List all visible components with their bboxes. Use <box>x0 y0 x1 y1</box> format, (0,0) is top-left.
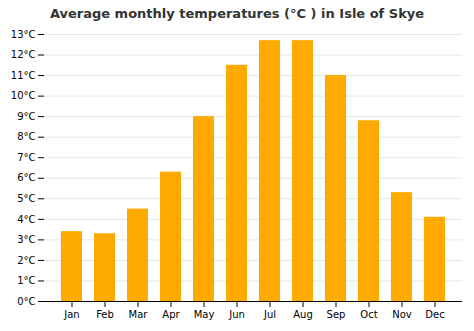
svg-text:6°C: 6°C <box>17 172 35 183</box>
svg-text:2°C: 2°C <box>17 255 35 266</box>
svg-text:Feb: Feb <box>96 309 114 320</box>
svg-text:12°C: 12°C <box>11 49 36 60</box>
svg-text:9°C: 9°C <box>17 111 35 122</box>
svg-text:Jan: Jan <box>63 309 79 320</box>
svg-text:4°C: 4°C <box>17 214 35 225</box>
svg-text:8°C: 8°C <box>17 131 35 142</box>
svg-text:May: May <box>194 309 215 320</box>
svg-text:Sep: Sep <box>327 309 346 320</box>
svg-text:5°C: 5°C <box>17 193 35 204</box>
svg-text:Mar: Mar <box>129 309 149 320</box>
html-text:Average monthly temperatures (: Average monthly temperatures (°C ) in Is… <box>49 6 425 21</box>
svg-text:7°C: 7°C <box>17 152 35 163</box>
svg-text:1°C: 1°C <box>17 275 35 286</box>
svg-text:Jul: Jul <box>263 309 276 320</box>
svg-text:3°C: 3°C <box>17 234 35 245</box>
svg-text:Jun: Jun <box>228 309 245 320</box>
svg-text:Nov: Nov <box>392 309 412 320</box>
svg-text:Oct: Oct <box>360 309 377 320</box>
svg-text:Apr: Apr <box>162 309 180 320</box>
svg-text:Aug: Aug <box>293 309 313 320</box>
svg-text:0°C: 0°C <box>17 296 35 307</box>
svg-text:Dec: Dec <box>425 309 444 320</box>
svg-text:11°C: 11°C <box>11 70 36 81</box>
svg-text:10°C: 10°C <box>11 90 36 101</box>
svg-text:13°C: 13°C <box>11 29 36 40</box>
